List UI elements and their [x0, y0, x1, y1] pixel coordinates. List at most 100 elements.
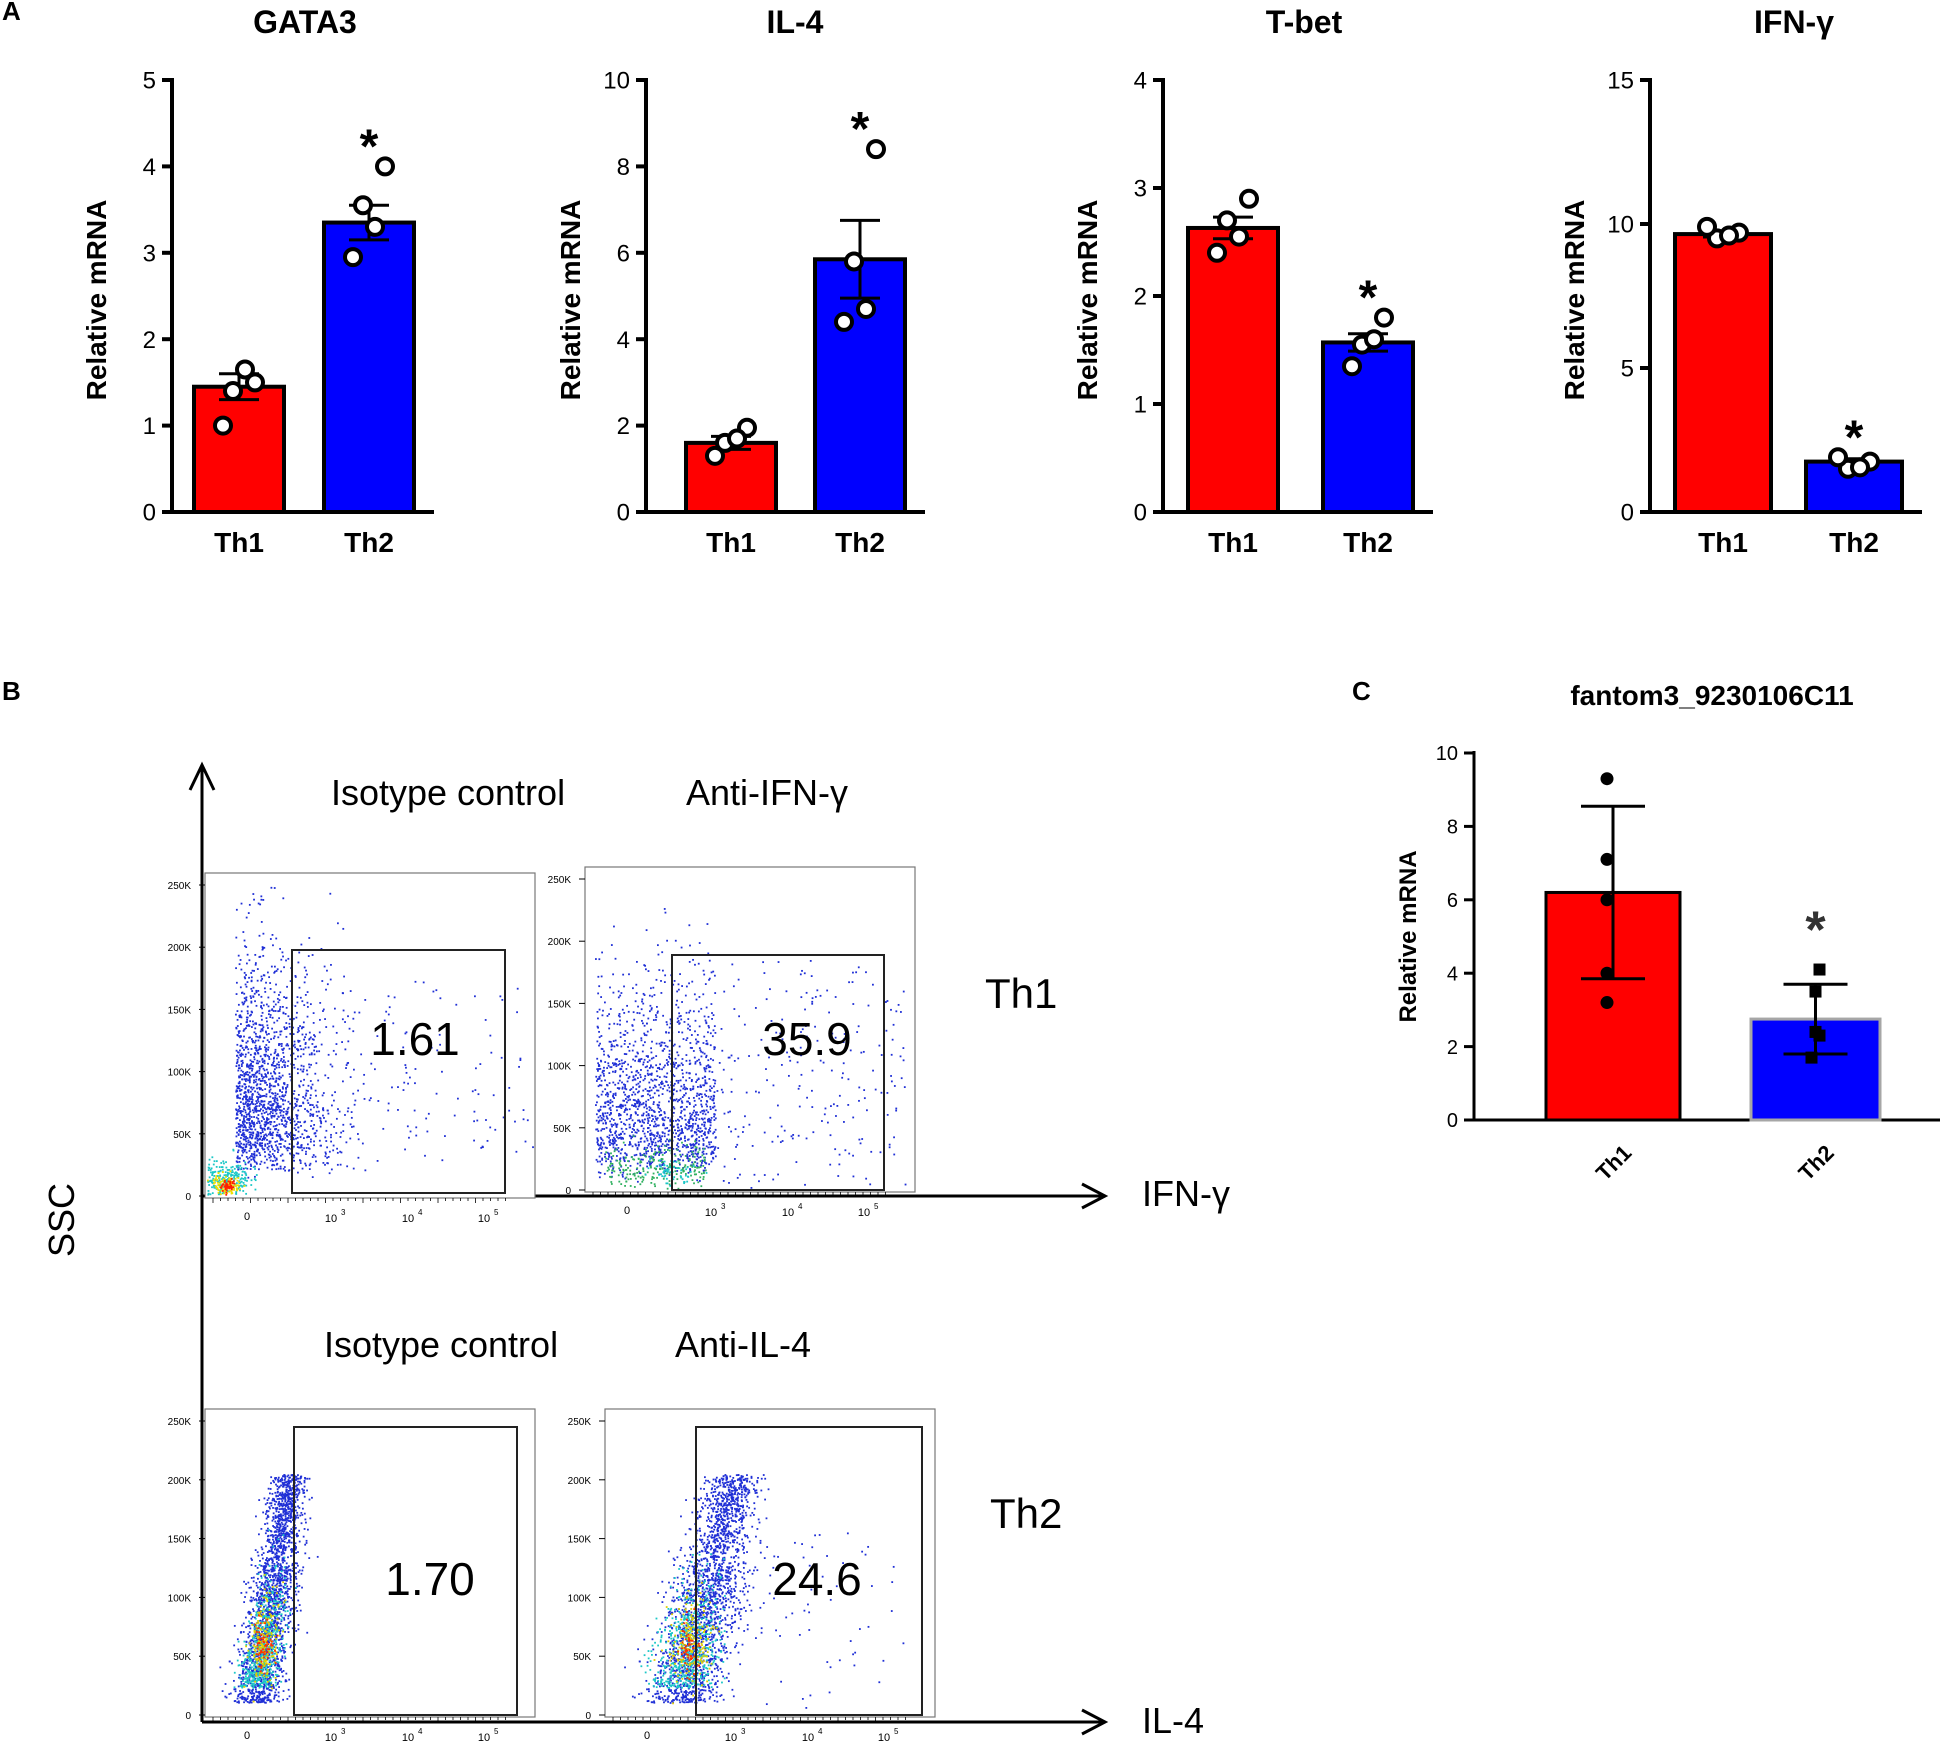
event-dot	[684, 994, 687, 997]
event-dot	[811, 1069, 814, 1072]
data-point	[1364, 329, 1384, 350]
event-dot	[615, 1105, 618, 1108]
event-dot	[260, 1001, 263, 1004]
event-dot	[693, 993, 696, 996]
event-dot	[249, 1098, 252, 1101]
event-dot	[703, 1084, 706, 1087]
event-dot	[657, 953, 660, 956]
event-dot	[299, 1121, 301, 1124]
event-dot	[269, 1131, 272, 1134]
event-dot	[270, 1155, 272, 1158]
event-dot	[278, 1639, 280, 1641]
event-dot	[615, 1124, 618, 1127]
event-dot	[296, 1115, 298, 1118]
event-dot	[240, 1177, 243, 1180]
event-dot	[245, 962, 248, 965]
event-dot	[799, 973, 802, 976]
event-dot	[269, 1132, 272, 1135]
event-dot	[804, 1008, 806, 1011]
event-dot	[628, 1141, 631, 1143]
event-dot	[688, 1011, 691, 1014]
event-dot	[636, 1171, 639, 1174]
event-dot	[444, 1135, 446, 1137]
event-dot	[268, 1140, 271, 1143]
event-dot	[272, 1037, 275, 1040]
event-dot	[637, 1129, 640, 1132]
event-dot	[596, 1094, 599, 1097]
event-dot	[678, 1150, 681, 1153]
event-dot	[285, 1123, 288, 1125]
event-dot	[648, 1116, 651, 1119]
event-dot	[696, 1040, 699, 1043]
event-dot	[475, 1067, 477, 1070]
event-dot	[280, 1120, 283, 1122]
event-dot	[287, 957, 290, 960]
event-dot	[660, 1044, 663, 1047]
event-dot	[276, 1099, 279, 1102]
event-dot	[233, 1172, 236, 1175]
event-dot	[625, 1074, 628, 1076]
event-dot	[673, 980, 676, 982]
bar-th1	[192, 384, 286, 514]
event-dot	[644, 1041, 646, 1044]
event-dot	[326, 1162, 329, 1164]
event-dot	[253, 1123, 256, 1126]
event-dot	[392, 1022, 395, 1025]
event-dot	[263, 1080, 266, 1082]
event-dot	[691, 1113, 693, 1116]
event-dot	[711, 1035, 714, 1038]
event-dot	[298, 986, 301, 989]
event-dot	[673, 1136, 676, 1138]
event-dot	[283, 1026, 286, 1029]
event-dot	[518, 1065, 520, 1068]
event-dot	[251, 1155, 253, 1158]
event-dot	[297, 1039, 300, 1042]
event-dot	[691, 1151, 694, 1153]
event-dot	[697, 1129, 700, 1132]
event-dot	[702, 1109, 705, 1112]
event-dot	[261, 1127, 264, 1130]
event-dot	[695, 1173, 697, 1176]
event-dot	[211, 1174, 214, 1177]
event-dot	[663, 1135, 666, 1138]
event-dot	[680, 1125, 682, 1128]
event-dot	[681, 1146, 684, 1148]
event-dot	[303, 1078, 305, 1081]
event-dot	[599, 1105, 602, 1108]
event-dot	[300, 1048, 303, 1051]
event-dot	[215, 1177, 218, 1179]
event-dot	[677, 1020, 680, 1022]
event-dot	[624, 1087, 626, 1090]
event-dot	[704, 1093, 706, 1096]
event-dot	[246, 1010, 249, 1013]
event-dot	[621, 1087, 624, 1090]
event-dot	[601, 1071, 604, 1074]
event-dot	[279, 1136, 282, 1139]
event-dot	[658, 1101, 661, 1104]
event-dot	[686, 1156, 689, 1158]
flow-y-tick-label: 0	[185, 1192, 191, 1203]
event-dot	[819, 994, 822, 997]
event-dot	[625, 1128, 628, 1130]
event-dot	[255, 1136, 258, 1139]
event-dot	[316, 1114, 319, 1117]
data-point	[213, 415, 233, 436]
event-dot	[263, 1127, 266, 1130]
event-dot	[261, 1061, 264, 1063]
event-dot	[337, 1108, 339, 1110]
event-dot	[688, 924, 691, 927]
event-dot	[624, 1084, 627, 1086]
event-dot	[219, 1181, 222, 1184]
event-dot	[699, 1180, 701, 1182]
event-dot	[639, 1076, 642, 1079]
event-dot	[236, 1058, 239, 1061]
event-dot	[686, 1166, 689, 1169]
event-dot	[614, 1039, 617, 1042]
event-dot	[874, 1088, 877, 1091]
event-dot	[313, 1049, 315, 1052]
event-dot	[284, 1650, 287, 1653]
event-dot	[272, 1579, 275, 1582]
flow-x-tick-exp: 5	[494, 1208, 499, 1217]
event-dot	[320, 1043, 323, 1046]
event-dot	[644, 1088, 647, 1090]
